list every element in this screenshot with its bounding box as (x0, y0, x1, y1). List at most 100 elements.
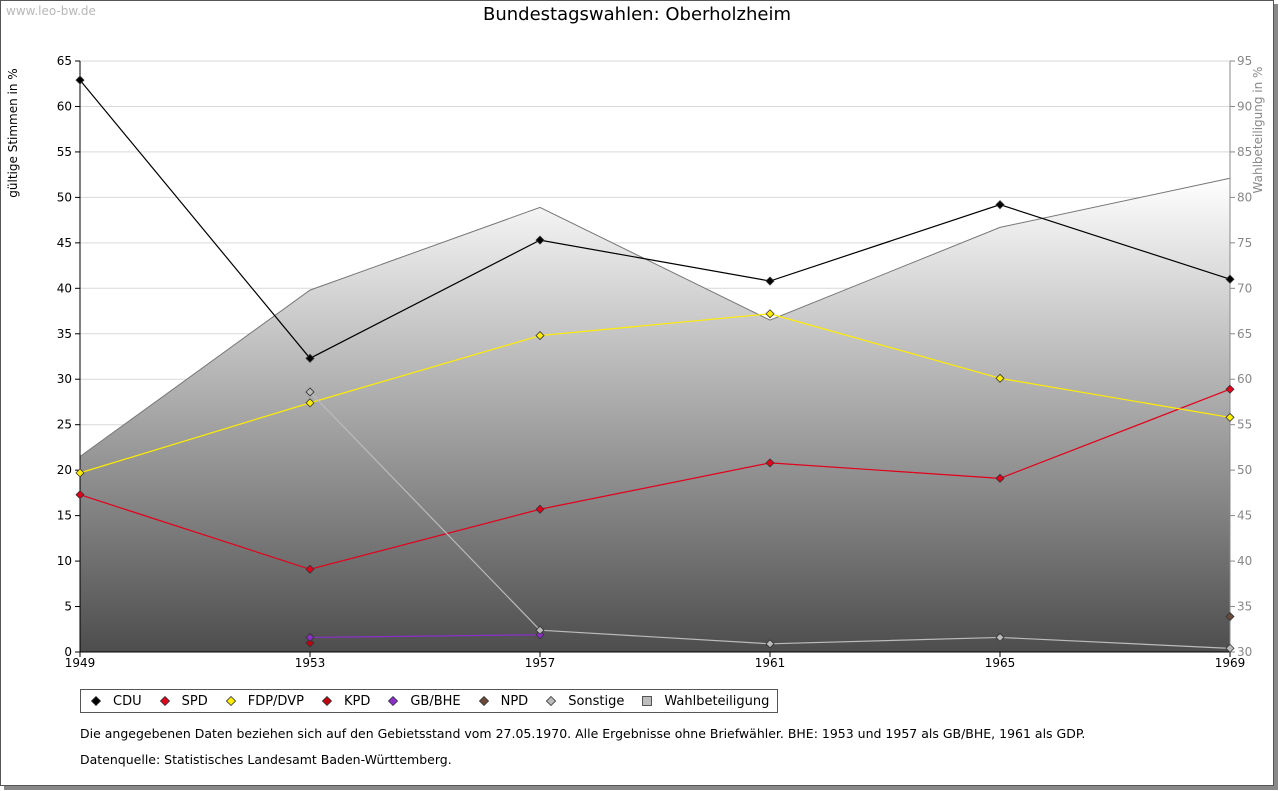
y-tick-label: 55 (57, 145, 72, 159)
legend-diamond (546, 696, 557, 706)
legend-item: FDP/DVP (222, 694, 304, 709)
legend-diamond (159, 696, 170, 706)
y-tick-label: 0 (64, 645, 72, 659)
data-point-spd (995, 473, 1005, 483)
data-point-sonstige (305, 387, 315, 397)
legend-item: GB/BHE (384, 693, 461, 709)
turnout-area-fill (80, 178, 1230, 652)
watermark: www.leo-bw.de (6, 4, 96, 18)
y2-axis-label: Wahlbeteiligung in % (1251, 67, 1265, 194)
legend-diamond (91, 696, 101, 706)
y2-tick-label: 45 (1237, 509, 1252, 523)
y-tick-label: 60 (57, 99, 72, 113)
legend-label: GB/BHE (410, 693, 461, 709)
data-point-cdu (305, 353, 315, 363)
y2-tick-label: 90 (1237, 99, 1252, 113)
data-point-fdp-dvp (1225, 412, 1235, 422)
series-line-cdu (79, 79, 1231, 360)
legend-marker-icon (642, 696, 653, 706)
y-tick-label: 30 (57, 372, 72, 386)
legend-label: Sonstige (568, 693, 625, 709)
y-tick-label: 20 (57, 463, 72, 477)
y2-tick-label: 60 (1237, 372, 1252, 386)
y-tick-label: 45 (57, 236, 72, 250)
source-note: Datenquelle: Statistisches Landesamt Bad… (80, 752, 452, 767)
y-tick-label: 50 (57, 190, 72, 204)
data-point-kpd (305, 638, 315, 648)
y2-tick-label: 70 (1237, 281, 1252, 295)
legend-marker-icon (91, 696, 101, 706)
legend-marker-icon (159, 696, 170, 706)
data-point-fdp-dvp (535, 331, 545, 341)
legend-label: FDP/DVP (247, 693, 304, 709)
data-point-fdp-dvp (995, 373, 1005, 383)
data-point-fdp-dvp (765, 309, 775, 319)
data-point-cdu (75, 75, 85, 85)
data-point-sonstige (765, 639, 775, 649)
legend-item: Sonstige (542, 694, 624, 709)
data-point-spd (765, 458, 775, 468)
data-point-cdu (535, 235, 545, 245)
legend-marker-icon (225, 696, 236, 706)
y-tick-label: 5 (64, 600, 72, 614)
y2-tick-label: 65 (1237, 327, 1252, 341)
legend-label: NPD (500, 693, 529, 709)
legend-square (642, 696, 653, 706)
legend-marker-icon (388, 696, 399, 706)
legend-marker-icon (321, 696, 332, 706)
axes: 0 5 10 15 20 25 30 35 40 45 50 55 60 65 30 35 40 45 50 55 60… (57, 54, 1253, 670)
data-point-gb-bhe (305, 632, 315, 643)
y2-tick-label: 75 (1237, 236, 1252, 250)
data-point-spd (1225, 384, 1235, 394)
data-point-cdu (995, 200, 1005, 210)
y-tick-label: 15 (57, 509, 72, 523)
series-line-spd (79, 388, 1231, 570)
y2-tick-label: 30 (1237, 645, 1252, 659)
y2-tick-label: 80 (1237, 190, 1252, 204)
y-tick-label: 25 (57, 418, 72, 432)
y2-tick-label: 95 (1237, 54, 1252, 68)
chart-title: Bundestagswahlen: Oberholzheim (483, 4, 791, 25)
legend-diamond (225, 696, 236, 706)
y-tick-label: 10 (57, 554, 72, 568)
turnout-area (79, 177, 1231, 652)
legend: CDU SPD FDP/DVP KPD GB/BHE NPD Sonstige Wahlbet… (80, 689, 779, 713)
data-point-fdp-dvp (75, 468, 85, 478)
footnote: Die angegebenen Daten beziehen sich auf … (80, 726, 1086, 741)
data-point-sonstige (1225, 643, 1235, 653)
y-tick-label: 35 (57, 327, 72, 341)
x-tick-label: 1949 (65, 656, 96, 670)
y-tick-label: 65 (57, 54, 72, 68)
x-tick-label: 1957 (525, 656, 556, 670)
legend-label: CDU (113, 693, 142, 709)
data-point-sonstige (995, 632, 1005, 643)
x-tick-label: 1953 (295, 656, 326, 670)
legend-item: CDU (87, 694, 142, 709)
x-tick-label: 1961 (755, 656, 786, 670)
legend-label: Wahlbeteiligung (664, 693, 770, 709)
series-line-gb-bhe (309, 634, 541, 639)
data-point-cdu (1225, 274, 1235, 284)
data-point-spd (305, 564, 315, 574)
turnout-area-line (79, 177, 1231, 457)
y-tick-label: 40 (57, 281, 72, 295)
y2-tick-label: 35 (1237, 600, 1252, 614)
x-tick-label: 1969 (1215, 656, 1246, 670)
series-lines (75, 75, 1235, 653)
legend-item: SPD (156, 694, 208, 709)
legend-diamond (388, 696, 399, 706)
data-point-fdp-dvp (305, 398, 315, 408)
data-point-spd (75, 490, 85, 500)
y2-tick-label: 40 (1237, 554, 1252, 568)
data-point-sonstige (535, 625, 545, 635)
y-axis-label: gültige Stimmen in % (6, 68, 20, 197)
y2-tick-label: 50 (1237, 463, 1252, 477)
x-tick-label: 1965 (985, 656, 1016, 670)
legend-diamond (478, 696, 489, 706)
y2-tick-label: 55 (1237, 418, 1252, 432)
legend-diamond (321, 696, 332, 706)
legend-label: SPD (181, 693, 208, 709)
y2-tick-label: 85 (1237, 145, 1252, 159)
legend-item: NPD (475, 693, 529, 709)
